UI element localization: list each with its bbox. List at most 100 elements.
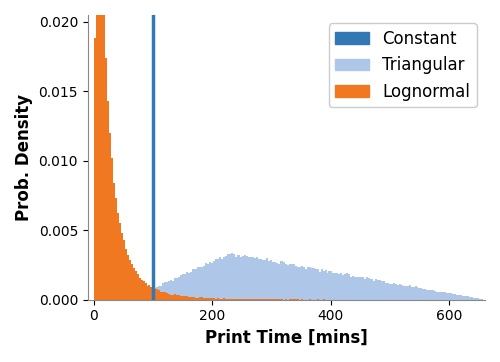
Bar	[240, 257, 242, 300]
Bar	[399, 284, 401, 300]
Bar	[344, 274, 346, 300]
Bar	[316, 269, 318, 300]
Bar	[280, 261, 281, 300]
Bar	[362, 277, 364, 300]
Bar	[225, 256, 226, 300]
Bar	[207, 298, 209, 300]
Bar	[234, 257, 236, 300]
Bar	[172, 295, 174, 300]
Bar	[307, 268, 309, 300]
Bar	[146, 286, 148, 300]
Bar	[129, 260, 131, 300]
Bar	[376, 279, 378, 300]
Bar	[186, 296, 188, 300]
Bar	[481, 299, 483, 300]
Bar	[228, 254, 230, 300]
Bar	[346, 273, 348, 300]
Bar	[454, 294, 456, 300]
Bar	[204, 298, 205, 300]
Bar	[221, 259, 223, 300]
Bar	[211, 263, 213, 300]
Bar	[110, 132, 112, 300]
Bar	[324, 270, 326, 300]
Bar	[428, 290, 430, 300]
Bar	[403, 286, 405, 300]
Bar	[123, 240, 125, 300]
Bar	[180, 275, 182, 300]
Bar	[238, 255, 240, 300]
Bar	[196, 269, 198, 300]
Bar	[230, 299, 232, 300]
Bar	[186, 273, 188, 300]
Bar	[204, 266, 205, 300]
Bar	[194, 269, 196, 300]
Bar	[217, 298, 219, 300]
Bar	[170, 295, 172, 300]
Bar	[246, 299, 248, 300]
Bar	[374, 281, 376, 300]
Bar	[190, 297, 192, 300]
Bar	[479, 299, 481, 300]
Bar	[252, 257, 254, 300]
Bar	[198, 298, 200, 300]
Bar	[391, 283, 393, 300]
Bar	[313, 268, 315, 300]
Bar	[264, 260, 266, 300]
Bar	[418, 288, 420, 300]
Bar	[164, 292, 166, 300]
Bar	[276, 299, 278, 300]
Bar	[117, 213, 119, 300]
Bar	[370, 279, 372, 300]
Bar	[401, 285, 403, 300]
Bar	[188, 273, 190, 300]
Bar	[168, 294, 170, 300]
Bar	[354, 277, 356, 300]
Bar	[276, 263, 278, 300]
Bar	[366, 277, 368, 300]
Bar	[200, 267, 202, 300]
Bar	[254, 299, 256, 300]
Bar	[274, 262, 276, 300]
Bar	[432, 290, 434, 300]
Bar	[172, 281, 174, 300]
Bar	[303, 267, 305, 300]
Bar	[387, 283, 389, 300]
Bar	[393, 283, 395, 300]
Bar	[286, 264, 288, 300]
Bar	[264, 299, 266, 300]
Bar	[295, 266, 297, 300]
Bar	[475, 298, 477, 300]
Bar	[178, 295, 180, 300]
Bar	[131, 264, 133, 300]
Bar	[348, 274, 350, 300]
Bar	[121, 233, 123, 300]
Bar	[236, 299, 238, 300]
Bar	[106, 58, 108, 300]
Bar	[260, 299, 262, 300]
Bar	[424, 289, 426, 300]
Bar	[272, 262, 274, 300]
Bar	[205, 263, 207, 300]
Bar	[442, 292, 444, 300]
Bar	[332, 273, 334, 300]
Bar	[164, 282, 166, 300]
Bar	[156, 287, 158, 300]
Bar	[258, 259, 260, 300]
Bar	[294, 264, 295, 300]
Y-axis label: Prob. Density: Prob. Density	[15, 94, 33, 221]
Bar	[154, 288, 156, 300]
Bar	[180, 296, 182, 300]
Bar	[472, 297, 474, 300]
Bar	[228, 299, 230, 300]
Bar	[184, 274, 186, 300]
Bar	[225, 299, 226, 300]
Bar	[270, 299, 272, 300]
Bar	[250, 257, 252, 300]
Bar	[192, 297, 194, 300]
Bar	[438, 292, 440, 300]
Bar	[252, 299, 254, 300]
Bar	[260, 259, 262, 300]
Bar	[328, 271, 330, 300]
Bar	[422, 289, 424, 300]
Bar	[162, 292, 164, 300]
